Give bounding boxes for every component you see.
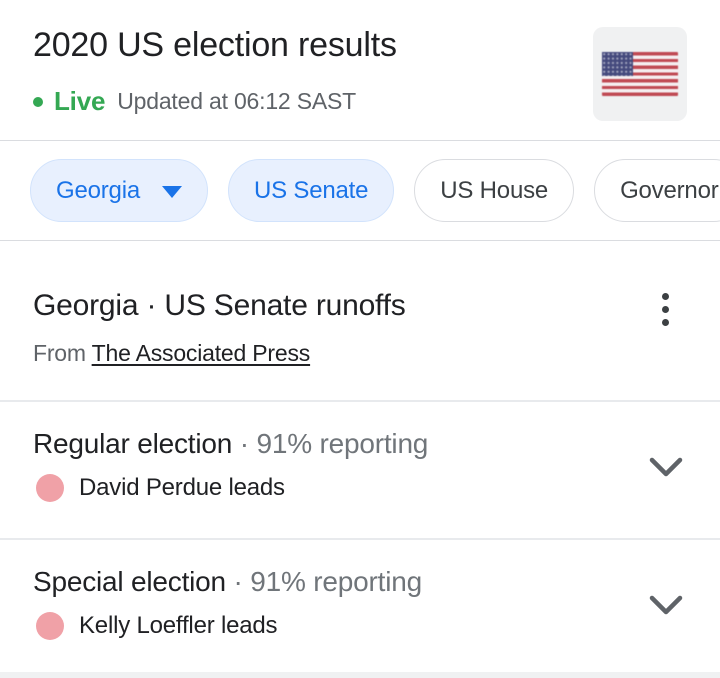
chip-label: US Senate [253, 176, 369, 204]
chip-us-senate[interactable]: US Senate [227, 159, 395, 222]
reporting-percent: · 91% reporting [233, 566, 423, 597]
next-card-divider [0, 672, 720, 678]
candidate-party-dot [36, 612, 64, 640]
chip-label: US House [440, 176, 549, 204]
panel-header: 2020 US election results Live Updated at… [0, 0, 720, 141]
card-title: Georgia · US Senate runoffs [33, 289, 406, 322]
chip-us-house[interactable]: US House [414, 159, 575, 222]
section-title: Special election · 91% reporting [33, 566, 422, 598]
filter-chip-bar: Georgia US Senate US House Governor [0, 141, 720, 241]
page-title: 2020 US election results [33, 26, 397, 64]
caret-down-icon [161, 186, 182, 198]
section-title: Regular election · 91% reporting [33, 428, 428, 460]
us-flag-icon [602, 52, 678, 96]
chevron-down-icon[interactable] [646, 452, 686, 484]
leader-row: David Perdue leads [36, 474, 285, 502]
election-name: Special election [33, 566, 226, 597]
card-header: Georgia · US Senate runoffs From The Ass… [0, 241, 720, 402]
election-name: Regular election [33, 428, 233, 459]
chip-state-georgia[interactable]: Georgia [30, 159, 208, 222]
source-byline: From The Associated Press [33, 340, 310, 367]
leader-row: Kelly Loeffler leads [36, 612, 278, 640]
source-prefix: From [33, 340, 86, 366]
chip-label: Governor [620, 176, 719, 204]
live-dot [33, 96, 43, 107]
updated-timestamp: Updated at 06:12 SAST [117, 88, 356, 114]
source-link[interactable]: The Associated Press [91, 340, 311, 366]
section-special-election[interactable]: Special election · 91% reporting Kelly L… [0, 540, 720, 672]
live-label: Live [54, 86, 106, 116]
live-status: Live Updated at 06:12 SAST [33, 86, 356, 117]
chip-label: Georgia [56, 176, 140, 204]
candidate-party-dot [36, 474, 64, 502]
flag-thumbnail [593, 27, 687, 121]
kebab-menu-icon[interactable] [643, 287, 687, 331]
reporting-percent: · 91% reporting [239, 428, 429, 459]
leader-text: David Perdue leads [79, 474, 285, 501]
leader-text: Kelly Loeffler leads [79, 612, 278, 639]
chip-governor[interactable]: Governor [594, 159, 720, 222]
chevron-down-icon[interactable] [646, 590, 686, 622]
section-regular-election[interactable]: Regular election · 91% reporting David P… [0, 402, 720, 540]
